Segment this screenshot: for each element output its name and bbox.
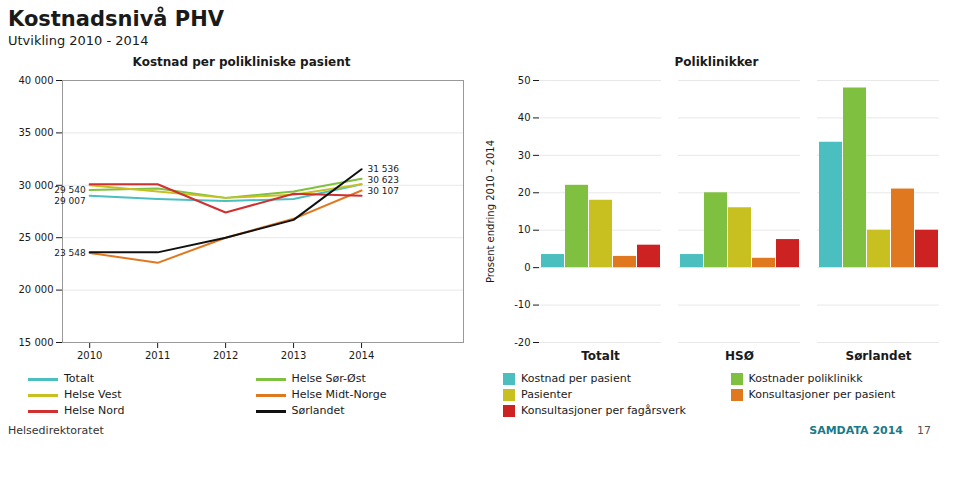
svg-text:0: 0: [524, 262, 530, 273]
svg-text:2014: 2014: [349, 350, 374, 361]
svg-text:10: 10: [518, 224, 531, 235]
svg-text:-10: -10: [514, 299, 530, 310]
html-text:Sørlandet: Sørlandet: [291, 404, 345, 417]
html-text:SAMDATA 2014: SAMDATA 2014: [809, 424, 903, 437]
html-text:Konsultasjoner per pasient: Konsultasjoner per pasient: [748, 388, 896, 401]
svg-text:50: 50: [518, 75, 531, 86]
html-text:Poliklinikker: Poliklinikker: [674, 55, 759, 69]
html-text:Kostnad per polikliniske pasie: Kostnad per polikliniske pasient: [132, 55, 351, 69]
svg-text:30 000: 30 000: [19, 180, 54, 191]
svg-text:20: 20: [518, 187, 531, 198]
svg-text:29 007: 29 007: [54, 196, 86, 206]
svg-text:2010: 2010: [77, 350, 102, 361]
html-text:Helse Sør-Øst: Helse Sør-Øst: [291, 372, 366, 385]
svg-text:30: 30: [518, 150, 531, 161]
svg-text:30 623: 30 623: [368, 175, 400, 185]
html-text:Utvikling 2010 - 2014: Utvikling 2010 - 2014: [8, 33, 149, 48]
svg-text:30 107: 30 107: [368, 186, 400, 196]
svg-text:35 000: 35 000: [19, 127, 54, 138]
html-text:Helsedirektoratet: Helsedirektoratet: [8, 424, 104, 437]
svg-text:Sørlandet: Sørlandet: [845, 349, 911, 363]
html-text:Kostnadsnivå PHV: Kostnadsnivå PHV: [8, 7, 225, 31]
svg-text:40: 40: [518, 112, 531, 123]
svg-text:23 548: 23 548: [54, 248, 86, 258]
svg-text:Prosent endring 2010 - 2014: Prosent endring 2010 - 2014: [485, 140, 496, 283]
svg-text:HSØ: HSØ: [725, 349, 754, 363]
html-text:Helse Midt-Norge: Helse Midt-Norge: [291, 388, 387, 401]
html-text:Helse Nord: Helse Nord: [64, 404, 125, 417]
svg-text:2013: 2013: [281, 350, 306, 361]
svg-text:-20: -20: [514, 337, 530, 348]
html-text:Totalt: Totalt: [64, 372, 94, 385]
html-text:Pasienter: Pasienter: [521, 388, 572, 401]
svg-text:2012: 2012: [213, 350, 238, 361]
html-text:Helse Vest: Helse Vest: [64, 388, 122, 401]
svg-text:29 540: 29 540: [54, 185, 86, 195]
svg-text:20 000: 20 000: [19, 284, 54, 295]
html-text:Kostnad per pasient: Kostnad per pasient: [521, 372, 631, 385]
svg-text:40 000: 40 000: [19, 75, 54, 86]
html-text:Kostnader poliklinikk: Kostnader poliklinikk: [748, 372, 863, 385]
svg-text:Totalt: Totalt: [581, 349, 620, 363]
svg-text:25 000: 25 000: [19, 232, 54, 243]
html-text:17: 17: [917, 424, 931, 437]
svg-text:31 536: 31 536: [368, 164, 400, 174]
html-text:Konsultasjoner per fagårsverk: Konsultasjoner per fagårsverk: [521, 404, 686, 417]
svg-text:15 000: 15 000: [19, 337, 54, 348]
svg-text:2011: 2011: [145, 350, 170, 361]
